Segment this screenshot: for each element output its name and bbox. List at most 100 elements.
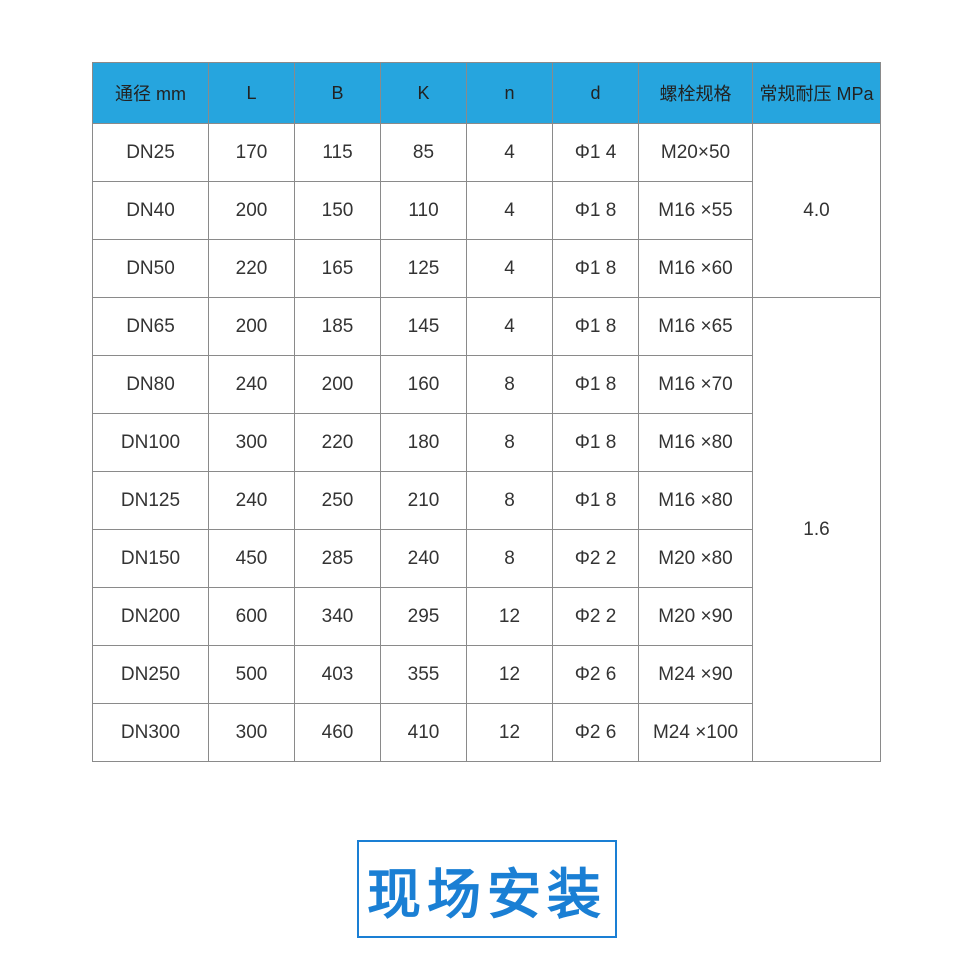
table-cell: DN250: [92, 645, 209, 704]
table-cell: 180: [380, 413, 467, 472]
table-cell: Φ2 6: [552, 703, 639, 762]
table-cell: DN125: [92, 471, 209, 530]
table-cell: 8: [466, 355, 553, 414]
pressure-cell: 1.6: [752, 297, 881, 762]
table-cell: M16 ×80: [638, 413, 753, 472]
column-header: B: [294, 62, 381, 124]
table-cell: 85: [380, 123, 467, 182]
table-cell: 250: [294, 471, 381, 530]
table-cell: Φ1 8: [552, 181, 639, 240]
table-cell: M16 ×70: [638, 355, 753, 414]
table-row: DN40 200 150 110 4 Φ1 8 M16 ×55: [92, 181, 881, 240]
table-cell: Φ1 8: [552, 471, 639, 530]
table-cell: 220: [208, 239, 295, 298]
table-cell: 600: [208, 587, 295, 646]
table-cell: 12: [466, 703, 553, 762]
table-cell: DN40: [92, 181, 209, 240]
on-site-installation-banner: 现场安装: [357, 840, 617, 938]
pressure-cell: 4.0: [752, 123, 881, 298]
table-cell: Φ2 2: [552, 587, 639, 646]
table-row: DN250 500 403 355 12 Φ2 6 M24 ×90: [92, 645, 881, 704]
column-header: 螺栓规格: [638, 62, 753, 124]
table-cell: DN300: [92, 703, 209, 762]
column-header: K: [380, 62, 467, 124]
table-cell: 145: [380, 297, 467, 356]
table-row: DN300 300 460 410 12 Φ2 6 M24 ×100: [92, 703, 881, 762]
table-row: DN100 300 220 180 8 Φ1 8 M16 ×80: [92, 413, 881, 472]
column-header: d: [552, 62, 639, 124]
table-cell: 170: [208, 123, 295, 182]
table-cell: 460: [294, 703, 381, 762]
table-cell: 160: [380, 355, 467, 414]
column-header: n: [466, 62, 553, 124]
table-cell: M20×50: [638, 123, 753, 182]
table-cell: Φ1 8: [552, 297, 639, 356]
table-cell: DN50: [92, 239, 209, 298]
table-cell: Φ2 2: [552, 529, 639, 588]
table-cell: 285: [294, 529, 381, 588]
table-cell: 200: [208, 181, 295, 240]
column-header: L: [208, 62, 295, 124]
table-cell: 220: [294, 413, 381, 472]
table-cell: Φ1 8: [552, 355, 639, 414]
table-cell: 115: [294, 123, 381, 182]
table-cell: 295: [380, 587, 467, 646]
table-cell: 300: [208, 413, 295, 472]
table-row: DN125 240 250 210 8 Φ1 8 M16 ×80: [92, 471, 881, 530]
table-cell: M24 ×90: [638, 645, 753, 704]
table-cell: 4: [466, 123, 553, 182]
table-cell: 500: [208, 645, 295, 704]
table-cell: 200: [208, 297, 295, 356]
table-cell: 12: [466, 587, 553, 646]
table-cell: Φ1 8: [552, 239, 639, 298]
table-cell: 450: [208, 529, 295, 588]
table-cell: 12: [466, 645, 553, 704]
table-cell: DN25: [92, 123, 209, 182]
table-cell: M16 ×55: [638, 181, 753, 240]
table-cell: 125: [380, 239, 467, 298]
table-cell: 110: [380, 181, 467, 240]
table-cell: 410: [380, 703, 467, 762]
table-cell: DN100: [92, 413, 209, 472]
table-cell: M24 ×100: [638, 703, 753, 762]
table-cell: 185: [294, 297, 381, 356]
table-row: DN50 220 165 125 4 Φ1 8 M16 ×60: [92, 239, 881, 298]
table-cell: M16 ×60: [638, 239, 753, 298]
table-cell: 165: [294, 239, 381, 298]
table-cell: 8: [466, 529, 553, 588]
table-cell: 355: [380, 645, 467, 704]
table-cell: DN150: [92, 529, 209, 588]
column-header: 常规耐压 MPa: [752, 62, 881, 124]
table-row: DN80 240 200 160 8 Φ1 8 M16 ×70: [92, 355, 881, 414]
table-cell: 150: [294, 181, 381, 240]
table-cell: 8: [466, 471, 553, 530]
table-cell: 240: [380, 529, 467, 588]
table-cell: 210: [380, 471, 467, 530]
table-cell: DN80: [92, 355, 209, 414]
table-cell: 240: [208, 471, 295, 530]
table-cell: 200: [294, 355, 381, 414]
table-cell: 403: [294, 645, 381, 704]
table-cell: 4: [466, 297, 553, 356]
table-row: DN25 170 115 85 4 Φ1 4 M20×50 4.0: [92, 123, 881, 298]
table-row: DN150 450 285 240 8 Φ2 2 M20 ×80: [92, 529, 881, 588]
table-cell: 240: [208, 355, 295, 414]
table-row: DN65 200 185 145 4 Φ1 8 M16 ×65 1.6: [92, 297, 881, 762]
column-header: 通径 mm: [92, 62, 209, 124]
table-cell: 8: [466, 413, 553, 472]
table-cell: Φ1 8: [552, 413, 639, 472]
table-cell: 4: [466, 239, 553, 298]
table-cell: Φ1 4: [552, 123, 639, 182]
table-cell: M16 ×80: [638, 471, 753, 530]
table-cell: M20 ×90: [638, 587, 753, 646]
banner-title: 现场安装: [367, 862, 607, 926]
table-cell: Φ2 6: [552, 645, 639, 704]
table-cell: 300: [208, 703, 295, 762]
table-cell: 4: [466, 181, 553, 240]
table-cell: DN200: [92, 587, 209, 646]
table-cell: 340: [294, 587, 381, 646]
table-cell: M16 ×65: [638, 297, 753, 356]
table-cell: M20 ×80: [638, 529, 753, 588]
